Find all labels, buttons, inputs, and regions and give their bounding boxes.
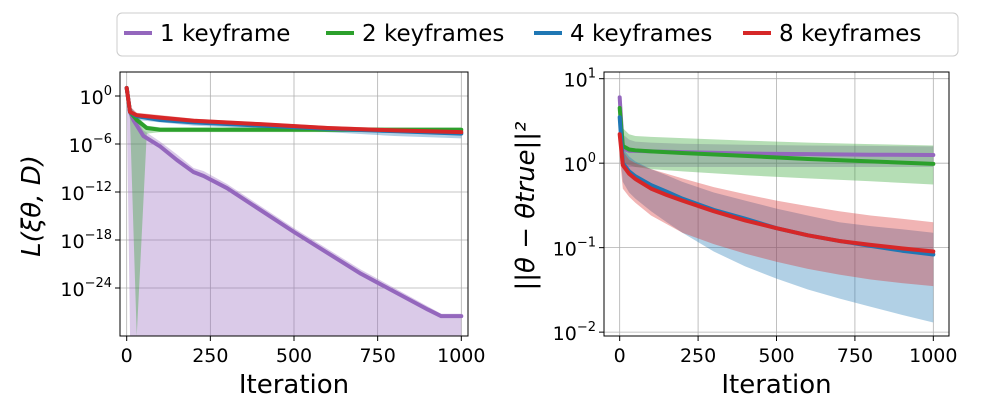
y-tick-label: 100 <box>564 151 596 176</box>
plot-area <box>124 84 464 336</box>
x-tick-label: 750 <box>360 345 396 367</box>
y-tick-label: 101 <box>564 67 596 92</box>
legend: 1 keyframe 2 keyframes 4 keyframes 8 keyfra… <box>116 12 959 57</box>
band-series-0 <box>619 86 934 168</box>
y-tick-label: 100 <box>80 84 112 109</box>
y-tick-label: 10−12 <box>60 180 112 205</box>
y-axis-label-left-text: L(ξθ, D) <box>17 155 47 257</box>
y-tick-base: 10 <box>69 135 93 157</box>
band-series-2 <box>619 104 934 323</box>
y-tick-label: 10−18 <box>60 228 112 253</box>
x-tick-label: 1000 <box>437 345 485 367</box>
legend-label: 8 keyframes <box>779 21 921 47</box>
y-tick-exponent: −24 <box>85 276 112 291</box>
y-tick-exponent: −18 <box>85 228 112 243</box>
plot-area <box>617 86 936 323</box>
line-series-1 <box>617 105 936 166</box>
y-tick-base: 10 <box>80 87 104 109</box>
y-tick-base: 10 <box>564 154 588 176</box>
line-series-3 <box>124 86 464 135</box>
legend-label: 1 keyframe <box>160 21 290 47</box>
y-tick-label: 10−6 <box>69 132 112 157</box>
y-tick-base: 10 <box>60 279 84 301</box>
y-tick-exponent: −6 <box>93 132 112 147</box>
y-tick-exponent: −2 <box>577 320 596 335</box>
y-tick-exponent: 1 <box>588 67 596 82</box>
x-tick-label: 500 <box>758 345 794 367</box>
y-tick-exponent: 0 <box>588 151 596 166</box>
line-series-3 <box>617 132 936 254</box>
x-tick-label: 1000 <box>909 345 957 367</box>
x-tick-label: 250 <box>680 345 716 367</box>
y-axis-label-right-text: ||θ − θtrue||² <box>511 122 541 291</box>
y-tick-base: 10 <box>553 239 577 261</box>
y-tick-exponent: 0 <box>104 84 112 99</box>
x-tick-label: 750 <box>837 345 873 367</box>
band-series-0 <box>126 84 462 336</box>
legend-label: 2 keyframes <box>362 21 504 47</box>
x-axis-label: Iteration <box>721 370 831 400</box>
y-tick-base: 10 <box>564 70 588 92</box>
y-tick-label: 10−24 <box>60 276 112 301</box>
y-tick-label: 10−1 <box>553 236 596 261</box>
x-tick-label: 250 <box>192 345 228 367</box>
y-tick-exponent: −1 <box>577 236 596 251</box>
x-tick-label: 500 <box>276 345 312 367</box>
line-series-0 <box>124 86 464 319</box>
y-tick-base: 10 <box>60 231 84 253</box>
y-axis-label-left: L(ξθ, D) <box>17 155 47 257</box>
x-tick-label: 0 <box>614 345 626 367</box>
y-tick-base: 10 <box>60 183 84 205</box>
y-tick-exponent: −12 <box>85 180 112 195</box>
y-tick-label: 10−2 <box>553 320 596 345</box>
x-axis-label: Iteration <box>239 370 349 400</box>
x-tick-label: 0 <box>121 345 133 367</box>
y-tick-base: 10 <box>553 323 577 345</box>
y-axis-label-right: ||θ − θtrue||² <box>511 122 541 291</box>
grid <box>120 72 468 336</box>
left-chart-loss: 0 250 500 750 100010010−610−1210−1810−24Iter… <box>60 71 485 400</box>
legend-label: 4 keyframes <box>570 21 712 47</box>
